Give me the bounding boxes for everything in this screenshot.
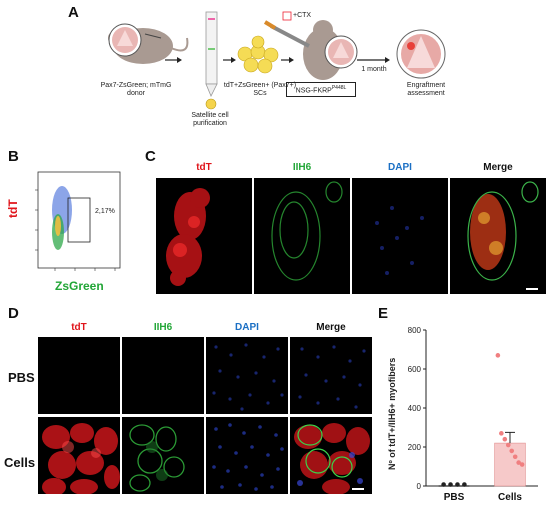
cells-label: tdT+ZsGreen+ (Pax7+) SCs	[223, 82, 297, 97]
assessment-label: Engraftment assessment	[406, 82, 446, 97]
d-pbs-dapi	[206, 337, 288, 414]
panel-label-b: B	[8, 148, 19, 165]
d-pbs-iih6	[122, 337, 204, 414]
panel-label-c: C	[145, 148, 156, 165]
purification-label: Satellite cell purification	[191, 112, 229, 127]
c-title-tdt: tdT	[196, 162, 212, 173]
panel-label-e: E	[378, 305, 389, 322]
donor-label: Pax7-ZsGreen; mTmG donor	[100, 82, 172, 97]
c-scale-bar	[526, 288, 538, 290]
c-image-dapi	[352, 178, 448, 294]
recipient-superscript: P448L	[331, 85, 347, 91]
c-title-merge: Merge	[483, 162, 513, 173]
data-point	[516, 460, 521, 465]
x-tick-label: PBS	[444, 492, 465, 503]
d-pbs-tdt	[38, 337, 120, 414]
flow-cytometry-plot	[35, 171, 121, 271]
d-cells-tdt	[38, 417, 120, 494]
y-tick-label: 600	[408, 365, 422, 374]
c-title-dapi: DAPI	[388, 162, 412, 173]
engraftment-bar-chart: 0 200 400 600 800 PBS Cells	[408, 326, 538, 503]
data-point	[519, 462, 525, 467]
purification-tube-icon	[205, 11, 218, 110]
e-y-axis-label: Nº of tdT+/IIH6+ myofibers	[387, 357, 397, 470]
d-row-cells: Cells	[4, 455, 36, 470]
donor-mouse-icon	[108, 23, 189, 64]
workflow-schematic	[108, 11, 446, 110]
d-title-iih6: IIH6	[153, 322, 173, 333]
d-cells-dapi	[206, 417, 288, 494]
d-row-pbs: PBS	[8, 370, 35, 385]
d-cells-iih6	[122, 417, 204, 494]
data-point	[495, 353, 501, 358]
recipient-label: NSG-FKRPP448L	[286, 82, 356, 98]
y-tick-label: 0	[417, 482, 422, 491]
data-point	[505, 442, 511, 448]
flow-x-label: ZsGreen	[55, 279, 104, 293]
y-tick-label: 400	[408, 404, 422, 413]
engraftment-muscle-icon	[396, 29, 446, 79]
d-pbs-merge	[290, 337, 372, 414]
d-title-tdt: tdT	[71, 322, 87, 333]
panel-label-d: D	[8, 305, 19, 322]
data-point	[502, 436, 508, 442]
satellite-cells-icon	[237, 35, 279, 74]
d-cells-merge	[290, 417, 372, 494]
panel-label-a: A	[68, 4, 79, 21]
time-label: 1 month	[361, 66, 387, 73]
data-point	[509, 448, 515, 454]
data-point	[512, 454, 518, 460]
d-title-dapi: DAPI	[235, 322, 259, 333]
recipient-mouse-icon	[263, 11, 358, 80]
flow-y-label: tdT	[6, 199, 20, 218]
d-title-merge: Merge	[316, 322, 346, 333]
data-point	[462, 482, 467, 487]
data-point	[441, 482, 446, 487]
y-tick-label: 800	[408, 326, 422, 335]
x-tick-label: Cells	[498, 492, 522, 503]
recipient-strain: NSG-FKRP	[295, 87, 332, 95]
c-image-merge	[450, 178, 546, 294]
data-point	[499, 431, 504, 436]
c-title-iih6: IIH6	[292, 162, 312, 173]
data-point	[455, 482, 460, 487]
c-image-iih6	[254, 178, 350, 294]
y-tick-label: 200	[408, 443, 422, 452]
c-image-tdt	[156, 178, 252, 294]
gate-percent-label: 2,17%	[95, 208, 115, 215]
data-point	[448, 482, 453, 487]
d-scale-bar	[352, 488, 364, 490]
ctx-label: +CTX	[293, 12, 312, 19]
